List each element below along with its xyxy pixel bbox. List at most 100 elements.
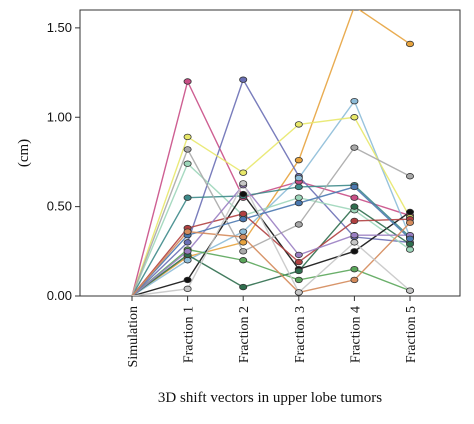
data-point: [350, 265, 359, 273]
series-line: [131, 222, 411, 296]
data-point: [183, 248, 192, 255]
x-category-label: Fraction 4: [348, 306, 363, 363]
x-category-label: Fraction 1: [182, 306, 197, 363]
y-tick-label: 0.50: [47, 199, 72, 214]
series-line: [131, 99, 411, 296]
x-category-label: Fraction 2: [237, 306, 252, 363]
data-point: [350, 217, 359, 225]
data-point: [294, 174, 303, 182]
series-5: [131, 162, 411, 296]
series-line: [131, 205, 411, 296]
data-point: [294, 121, 303, 128]
data-point: [239, 190, 248, 198]
series-group: [131, 4, 414, 296]
data-point: [239, 239, 248, 246]
y-tick-label: 1.00: [47, 109, 72, 124]
x-category-label: Fraction 3: [293, 306, 308, 363]
series-line: [131, 162, 411, 296]
data-point: [350, 144, 359, 151]
data-point: [294, 276, 303, 284]
series-0: [131, 10, 411, 296]
series-markers-15: [183, 180, 414, 296]
data-point: [239, 228, 248, 235]
series-line: [131, 248, 411, 296]
data-point: [183, 194, 192, 201]
data-point: [239, 233, 248, 241]
data-point: [294, 221, 303, 228]
data-point: [183, 146, 192, 153]
data-point: [405, 287, 414, 294]
data-point: [405, 173, 414, 180]
series-line: [131, 79, 411, 296]
data-point: [351, 4, 358, 10]
x-category-label: Fraction 5: [404, 306, 419, 363]
data-point: [239, 169, 248, 176]
data-point: [350, 276, 359, 284]
data-point: [350, 97, 359, 105]
series-1: [131, 79, 411, 296]
data-point: [183, 276, 192, 284]
data-point: [350, 194, 359, 201]
series-7: [131, 192, 411, 296]
x-axis: Simulation Fraction 1 Fraction 2 Fraction 3…: [126, 296, 419, 367]
series-3: [131, 99, 411, 296]
data-point: [405, 208, 414, 216]
series-12: [131, 184, 410, 296]
data-point: [183, 285, 192, 293]
data-point: [294, 194, 303, 201]
data-point: [294, 289, 303, 296]
data-point: [239, 76, 248, 83]
data-point: [239, 283, 248, 291]
data-point: [183, 160, 192, 167]
data-point: [183, 228, 192, 235]
series-14: [131, 222, 411, 296]
series-line: [131, 78, 411, 296]
y-tick-label: 0.00: [47, 288, 72, 303]
data-point: [405, 219, 414, 226]
series-markers-10: [183, 144, 414, 255]
y-axis: 0.00 0.50 1.00 1.50: [47, 20, 80, 303]
data-point: [183, 239, 192, 246]
data-point: [239, 180, 248, 187]
series-markers-13: [183, 183, 414, 242]
series-line: [131, 184, 410, 296]
series-line: [131, 184, 411, 296]
series-6: [131, 184, 411, 296]
series-4: [131, 116, 411, 296]
data-point: [239, 257, 248, 264]
series-line: [131, 116, 411, 296]
series-line: [131, 186, 411, 296]
series-8: [131, 205, 411, 296]
series-line: [131, 10, 411, 296]
data-point: [405, 246, 414, 253]
x-category-label: Simulation: [126, 306, 141, 367]
data-point: [294, 156, 303, 164]
data-point: [350, 232, 359, 239]
data-point: [294, 251, 303, 259]
data-point: [405, 235, 414, 242]
data-point: [405, 40, 414, 48]
data-point: [350, 114, 359, 121]
y-axis-title: (cm): [16, 139, 32, 167]
data-point: [405, 240, 414, 248]
x-axis-title: 3D shift vectors in upper lobe tumors: [158, 390, 382, 406]
data-point: [183, 133, 192, 141]
data-point: [350, 183, 359, 191]
data-point: [183, 257, 192, 264]
data-point: [294, 258, 303, 266]
series-markers-0: [183, 4, 414, 260]
series-line: [131, 192, 411, 296]
data-point: [294, 199, 303, 207]
plot-frame: [79, 9, 461, 297]
data-point: [294, 183, 303, 191]
data-point: [350, 248, 359, 255]
series-line: [131, 181, 411, 296]
data-point: [239, 248, 248, 255]
data-point: [294, 267, 303, 275]
data-point: [183, 78, 192, 85]
y-tick-label: 1.50: [47, 20, 72, 35]
series-11: [131, 248, 411, 296]
data-point: [350, 203, 359, 210]
data-point: [239, 210, 248, 217]
